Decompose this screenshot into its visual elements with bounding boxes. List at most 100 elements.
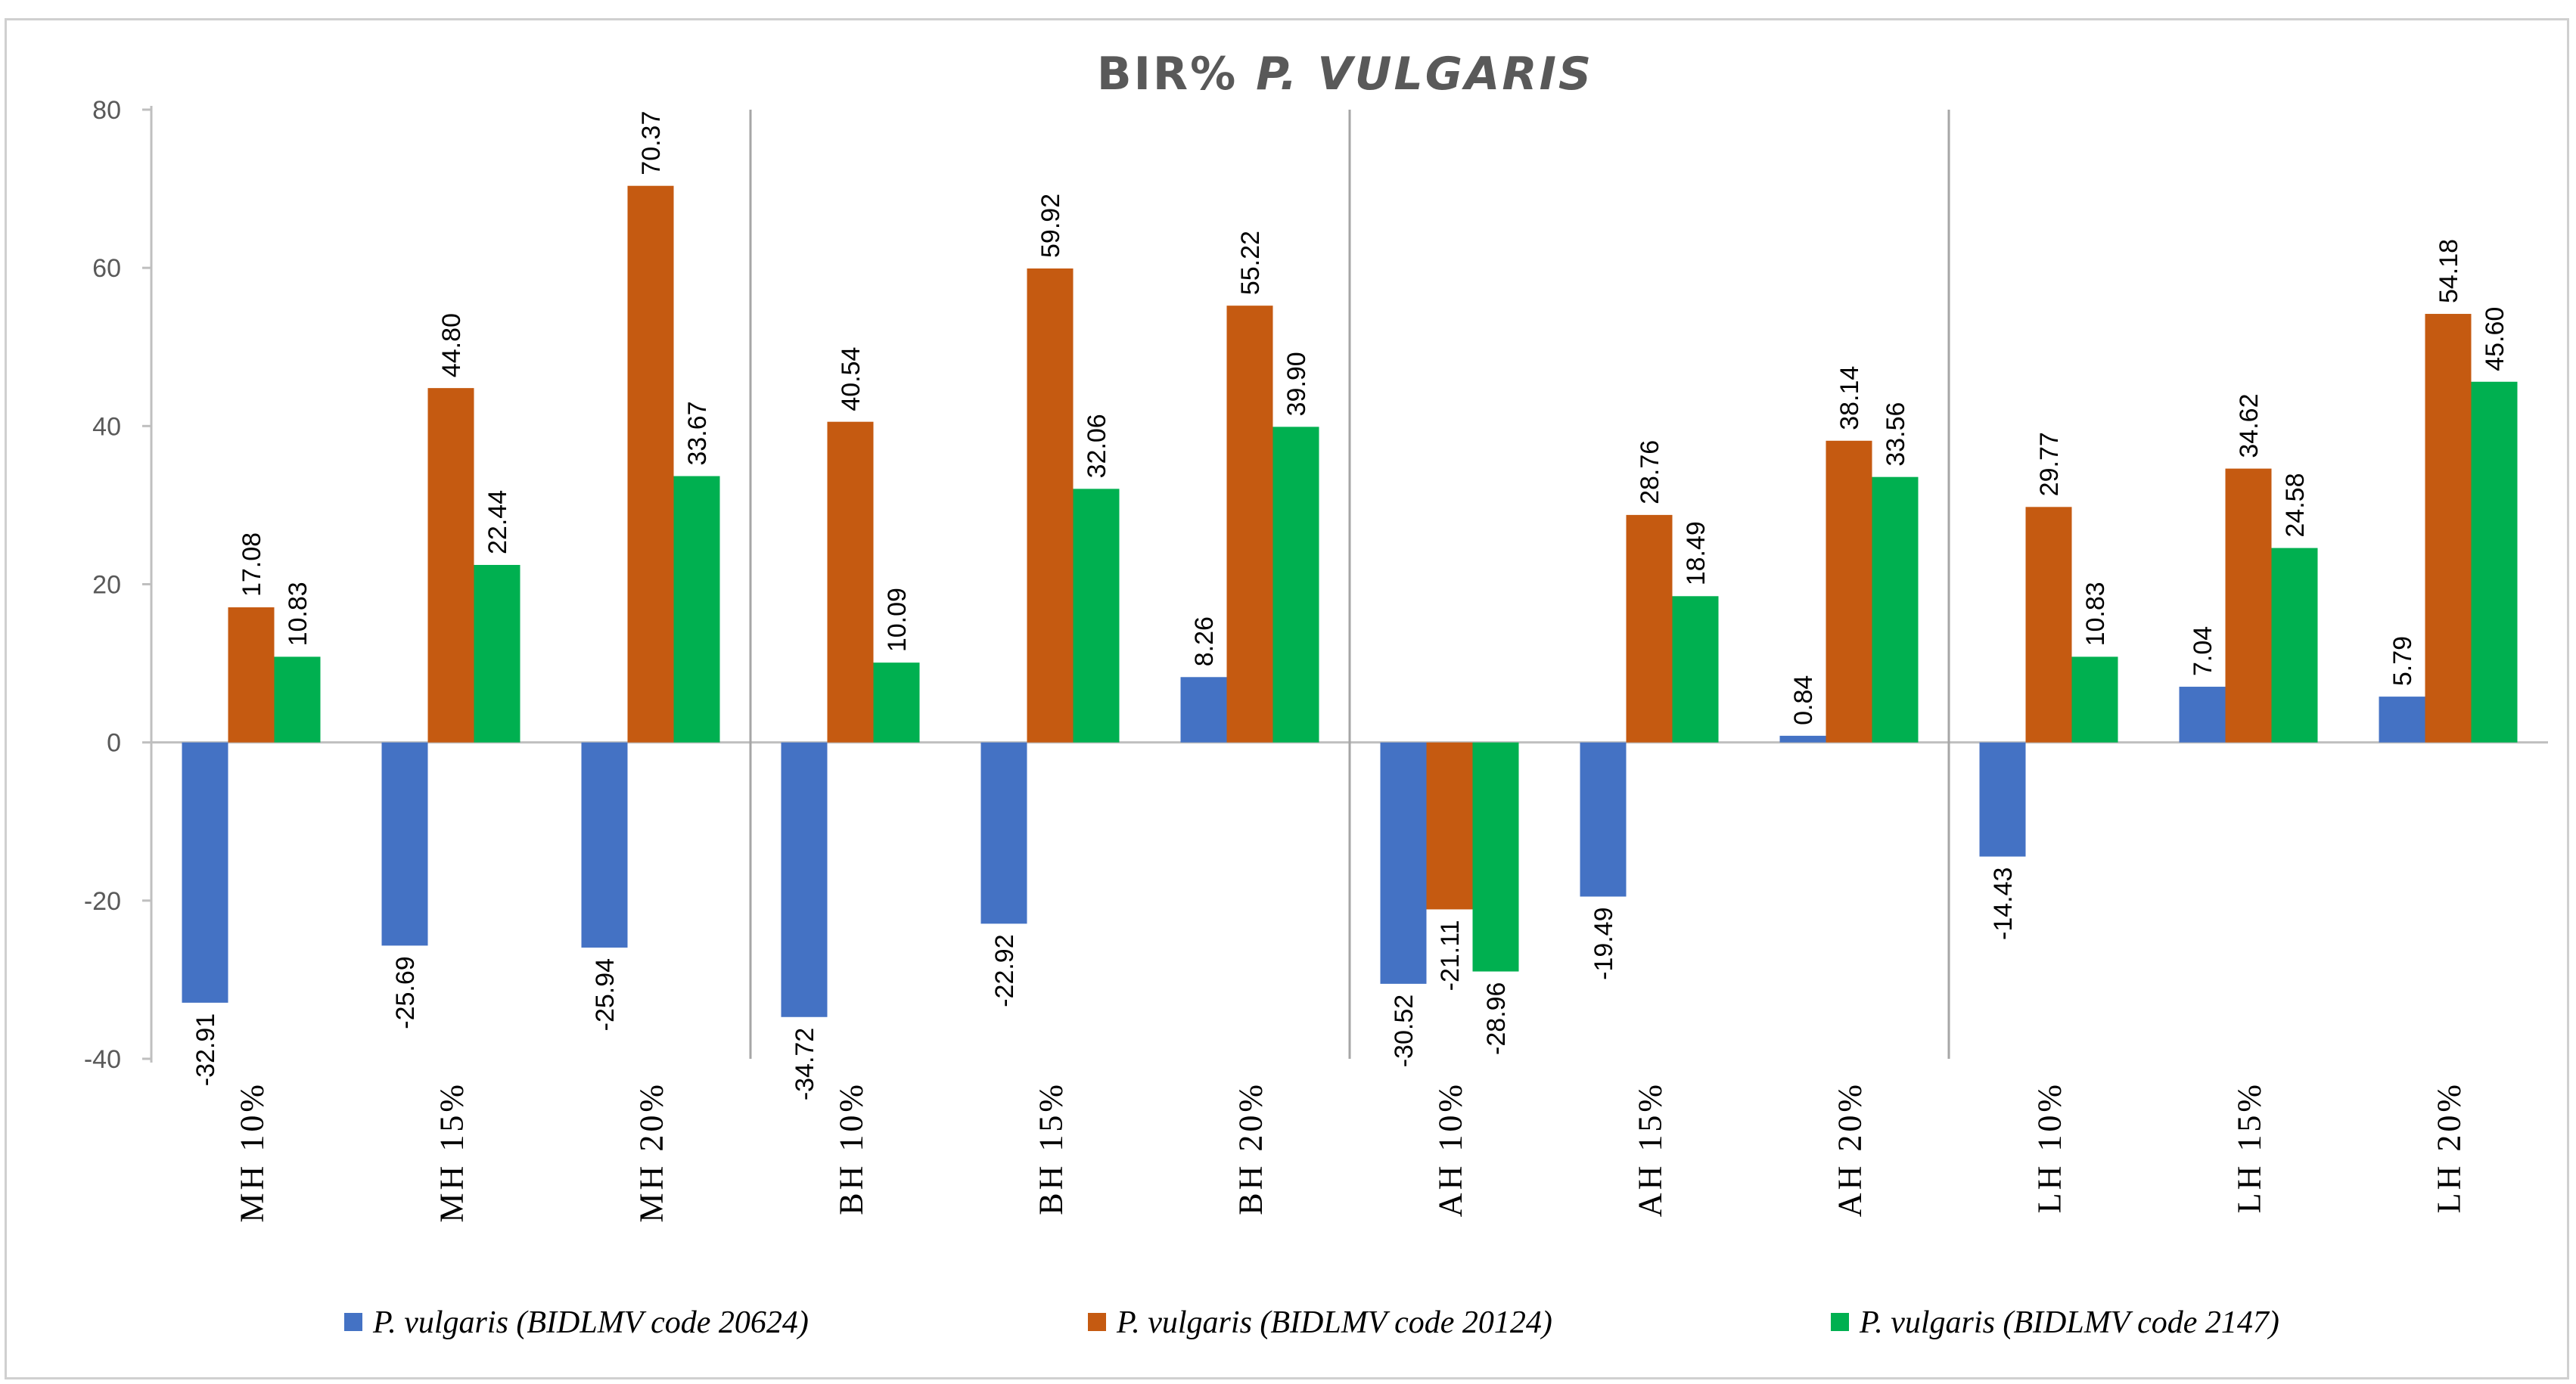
bar-s1-c2 <box>381 742 428 946</box>
data-label-s3-c4: 10.09 <box>883 588 912 652</box>
y-tick-label: -20 <box>84 887 121 916</box>
bar-s1-c1 <box>182 742 228 1003</box>
bar-s3-c10 <box>2071 656 2118 743</box>
bar-s3-c12 <box>2471 381 2518 743</box>
data-label-s1-c12: 5.79 <box>2388 636 2417 686</box>
bar-s2-c1 <box>228 607 275 743</box>
legend-swatch-2 <box>1088 1313 1106 1331</box>
y-tick-label: 20 <box>92 571 121 600</box>
legend-label-2: P. vulgaris (BIDLMV code 20124) <box>1116 1305 1552 1340</box>
legend-swatch-3 <box>1831 1313 1849 1331</box>
x-tick-label-10: LH 10% <box>2031 1081 2068 1213</box>
x-axis-ticks: MH 10% MH 15% MH 20% BH 10% BH 15% BH 20% AH 1… <box>233 1081 2467 1223</box>
bar-s3-c6 <box>1272 427 1319 743</box>
data-label-s1-c3: -25.94 <box>591 958 620 1031</box>
data-label-s1-c2: -25.69 <box>391 956 420 1029</box>
data-label-s3-c11: 24.58 <box>2281 473 2310 538</box>
bar-s1-c12 <box>2379 697 2425 743</box>
data-label-s2-c12: 54.18 <box>2435 239 2463 303</box>
bar-s3-c7 <box>1472 742 1519 972</box>
bar-s2-c11 <box>2225 468 2272 743</box>
data-label-s1-c1: -32.91 <box>191 1013 220 1086</box>
bar-s3-c4 <box>873 663 920 743</box>
bar-s2-c4 <box>827 421 874 743</box>
bar-s1-c6 <box>1180 677 1227 743</box>
y-tick-label: 40 <box>92 412 121 441</box>
axes <box>150 106 2548 1063</box>
bar-s3-c11 <box>2271 548 2318 743</box>
data-label-s2-c5: 59.92 <box>1036 194 1065 258</box>
bar-s1-c7 <box>1380 742 1427 984</box>
bar-s3-c5 <box>1073 489 1120 743</box>
legend: P. vulgaris (BIDLMV code 20624) P. vulgar… <box>344 1305 2279 1340</box>
x-tick-label-2: MH 15% <box>433 1081 470 1223</box>
data-label-s2-c1: 17.08 <box>238 532 266 597</box>
data-label-s2-c7: -21.11 <box>1436 920 1465 991</box>
bar-s2-c5 <box>1027 268 1074 743</box>
bar-s1-c5 <box>980 742 1027 924</box>
data-label-s2-c3: 70.37 <box>637 111 666 175</box>
bar-s2-c12 <box>2425 314 2472 743</box>
x-tick-label-12: LH 20% <box>2430 1081 2467 1213</box>
x-tick-label-9: AH 20% <box>1831 1081 1868 1217</box>
data-label-s2-c9: 38.14 <box>1835 366 1864 430</box>
data-label-s2-c2: 44.80 <box>437 313 466 377</box>
data-label-s2-c8: 28.76 <box>1636 440 1664 504</box>
x-tick-label-11: LH 15% <box>2230 1081 2267 1213</box>
bar-s1-c11 <box>2179 687 2226 743</box>
data-label-s1-c6: 8.26 <box>1190 616 1219 666</box>
bar-s1-c8 <box>1580 742 1627 897</box>
data-label-s3-c2: 22.44 <box>483 490 512 554</box>
bar-s1-c4 <box>781 742 828 1017</box>
data-label-s3-c5: 32.06 <box>1083 414 1111 478</box>
bar-s2-c8 <box>1626 514 1673 743</box>
data-label-s3-c12: 45.60 <box>2481 307 2509 371</box>
data-label-s3-c3: 33.67 <box>683 401 712 465</box>
chart-title-italic: P. VULGARIS <box>1256 48 1593 101</box>
x-tick-label-4: BH 10% <box>832 1081 869 1215</box>
bar-s1-c9 <box>1779 735 1826 743</box>
x-tick-label-1: MH 10% <box>233 1081 270 1223</box>
data-label-s3-c6: 39.90 <box>1282 352 1311 416</box>
x-tick-label-8: AH 15% <box>1631 1081 1668 1217</box>
x-tick-label-3: MH 20% <box>632 1081 670 1223</box>
y-tick-label: -40 <box>84 1045 121 1074</box>
bar-s2-c2 <box>427 388 474 743</box>
bar-s2-c7 <box>1426 742 1473 910</box>
bar-s1-c3 <box>581 742 628 948</box>
bar-s3-c9 <box>1872 476 1919 743</box>
bars <box>182 185 2518 1017</box>
data-label-s1-c8: -19.49 <box>1589 907 1618 979</box>
data-label-s1-c5: -22.92 <box>990 934 1019 1007</box>
bar-s2-c3 <box>627 185 674 743</box>
y-tick-label: 60 <box>92 254 121 283</box>
x-tick-label-7: AH 10% <box>1431 1081 1468 1217</box>
bar-s1-c10 <box>1979 742 2026 857</box>
data-label-s2-c10: 29.77 <box>2035 432 2064 496</box>
data-label-s1-c11: 7.04 <box>2189 626 2217 676</box>
data-label-s2-c11: 34.62 <box>2235 394 2264 458</box>
x-tick-label-5: BH 15% <box>1032 1081 1069 1215</box>
legend-swatch-1 <box>344 1313 362 1331</box>
bar-s2-c10 <box>2025 507 2072 743</box>
y-tick-label: 80 <box>92 96 121 125</box>
data-label-s2-c6: 55.22 <box>1236 231 1265 295</box>
data-label-s1-c10: -14.43 <box>1989 867 2018 940</box>
data-label-s3-c9: 33.56 <box>1882 402 1910 467</box>
chart-title-prefix: BIR% <box>1097 48 1238 101</box>
y-tick-label: 0 <box>107 729 121 758</box>
bar-s2-c9 <box>1826 440 1872 743</box>
legend-label-1: P. vulgaris (BIDLMV code 20624) <box>372 1305 809 1340</box>
data-label-s3-c10: 10.83 <box>2081 582 2110 646</box>
x-tick-label-6: BH 20% <box>1232 1081 1269 1215</box>
data-label-s3-c7: -28.96 <box>1482 982 1511 1055</box>
data-label-s1-c4: -34.72 <box>791 1028 819 1100</box>
data-label-s1-c9: 0.84 <box>1789 675 1818 725</box>
bar-s3-c3 <box>673 476 720 743</box>
legend-label-3: P. vulgaris (BIDLMV code 2147) <box>1859 1305 2279 1340</box>
data-label-s2-c4: 40.54 <box>837 347 865 411</box>
chart-title: BIR% P. VULGARIS <box>1097 48 1593 101</box>
data-label-s1-c7: -30.52 <box>1390 995 1419 1067</box>
data-labels: -32.91 17.08 10.83 -25.69 44.80 22.44 -25.94 70… <box>191 111 2509 1101</box>
